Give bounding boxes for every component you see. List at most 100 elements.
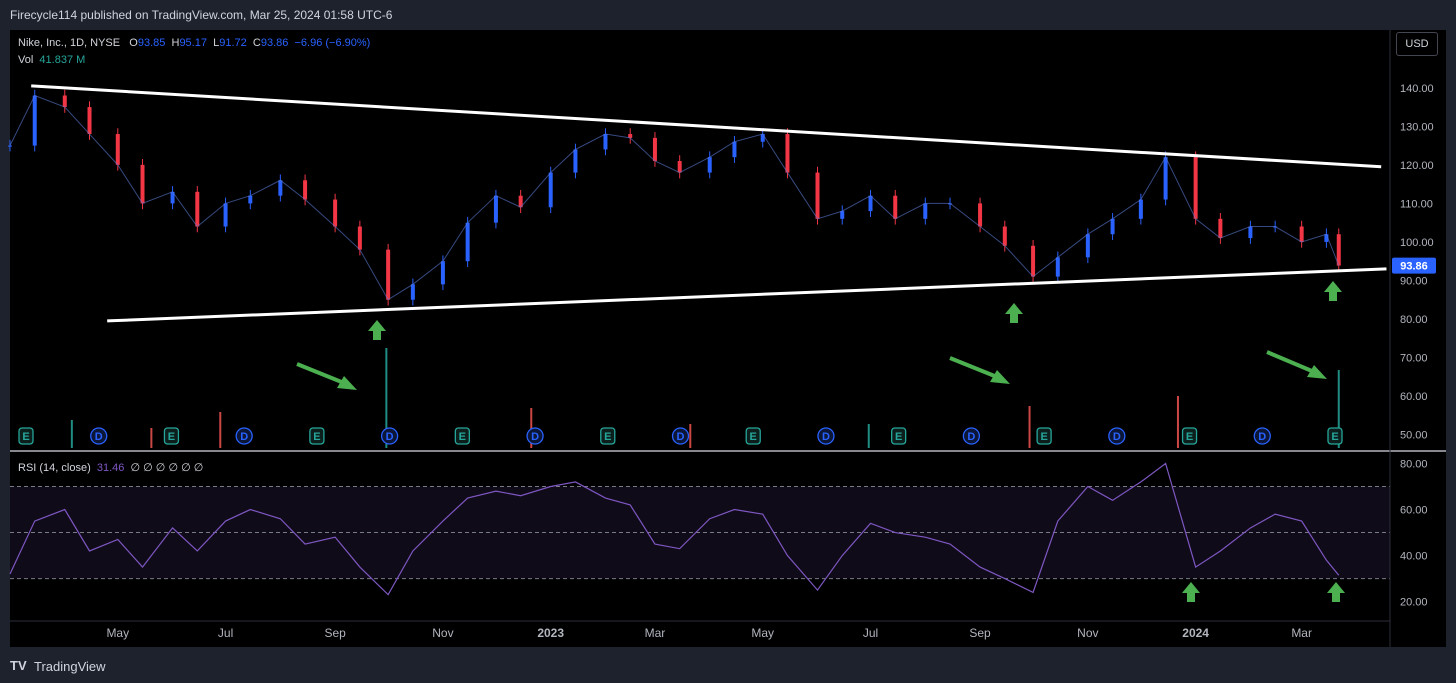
price-candle [1031,245,1036,277]
diagonal-arrow-icon-head [990,370,1010,384]
price-candle [840,211,845,219]
earnings-badge-icon [309,427,325,445]
price-tick-label: 60.00 [1400,391,1428,403]
up-arrow-icon [1182,582,1200,602]
price-candle [1299,226,1304,242]
high-value: 95.17 [179,37,207,49]
price-tick-label: 140.00 [1400,83,1434,95]
volume-bar [689,424,692,448]
time-tick-label: Mar [645,626,666,640]
earnings-badge-icon [600,427,616,445]
earnings-badge-icon [18,427,34,445]
price-candle [548,172,553,208]
footer-brand[interactable]: TradingView [34,659,106,674]
publish-info: Firecycle114 published on TradingView.co… [10,8,393,22]
price-tick-label: 70.00 [1400,353,1428,365]
dividend-badge-icon [671,427,690,445]
price-candle [357,226,362,250]
price-candle [1324,234,1329,242]
price-candle [303,180,308,200]
last-price-badge [1392,257,1436,274]
low-label: L [213,37,220,49]
price-candle [893,195,898,219]
price-candle [278,180,283,196]
earnings-badge-label: E [895,431,902,443]
price-candle [8,145,12,147]
dividend-badge-icon [817,427,835,445]
price-candle [333,199,338,227]
earnings-badge-icon [163,427,180,445]
price-candle [1055,257,1060,277]
earnings-badge-label: E [22,431,29,443]
tradingview-logo-icon[interactable]: TV [10,658,27,673]
price-candle [115,134,120,165]
rsi-value: 31.46 [96,462,125,474]
rsi-line [9,462,1340,596]
price-candle [628,134,633,138]
price-line [9,94,1340,301]
rsi-series [9,462,1340,596]
price-candle [1193,157,1198,219]
diagonal-arrow-icon [949,356,1003,381]
price-candle [978,203,983,227]
time-tick-label: 2023 [537,626,564,640]
time-tick-label: Jul [218,626,233,640]
price-candle [573,149,578,173]
volume-bar [150,428,153,448]
time-tick-label: Mar [1291,626,1312,640]
dividend-badge-label: D [95,431,103,443]
price-candle [707,157,712,173]
price-candle [518,195,523,208]
rsi-legend: RSI (14, close) 31.46 ∅ ∅ ∅ ∅ ∅ ∅ [18,461,203,474]
rsi-band-background [10,486,1390,580]
price-candle [868,195,873,212]
dividend-badge-label: D [1113,431,1121,443]
dividend-badge-icon [1253,427,1271,445]
earnings-badge-label: E [1186,431,1193,443]
publish-header: Firecycle114 published on TradingView.co… [0,0,1456,30]
price-candle [32,95,37,146]
dividend-badge-label: D [386,431,394,443]
currency-button[interactable]: USD [1396,32,1438,56]
dividend-badge-label: D [1258,431,1266,443]
price-candle [465,222,470,262]
earnings-badge-label: E [1040,431,1047,443]
price-candle [223,203,228,227]
price-candle [248,195,253,204]
chart-area[interactable] [10,30,1446,647]
price-legend: Nike, Inc., 1D, NYSE O93.85 H95.17 L91.7… [18,37,370,49]
price-candle [1002,226,1007,246]
earnings-badge-label: E [459,431,466,443]
resistance-trendline [31,84,1382,169]
price-series [8,89,1341,306]
price-candle [493,195,498,223]
volume-label[interactable]: Vol [18,54,34,66]
diagonal-arrow-icon [1266,350,1320,376]
volume-bars [70,348,1340,448]
earnings-badge-icon [891,427,907,445]
time-tick-label: Nov [432,626,453,640]
rsi-label[interactable]: RSI (14, close) [18,462,91,474]
price-candle [1336,234,1341,266]
price-candle [785,134,790,173]
price-candle [732,141,737,158]
dividend-badge-icon [90,427,108,445]
up-arrow-icon [1327,582,1345,602]
time-tick-label: 2024 [1182,626,1209,640]
dividend-badge-icon [380,427,399,445]
time-tick-label: Sep [324,626,346,640]
annotation-arrows [296,281,1345,602]
volume-bar [867,424,870,448]
diagonal-arrow-icon [296,362,350,387]
low-value: 91.72 [219,37,247,49]
price-candle [652,137,657,162]
price-tick-label: 110.00 [1400,198,1433,210]
price-tick-label: 120.00 [1400,160,1434,172]
time-tick-label: May [751,626,774,640]
dividend-badge-icon [235,427,253,445]
price-candle [760,134,765,142]
close-label: C [252,37,261,49]
symbol-name[interactable]: Nike, Inc., 1D, NYSE [18,37,121,49]
